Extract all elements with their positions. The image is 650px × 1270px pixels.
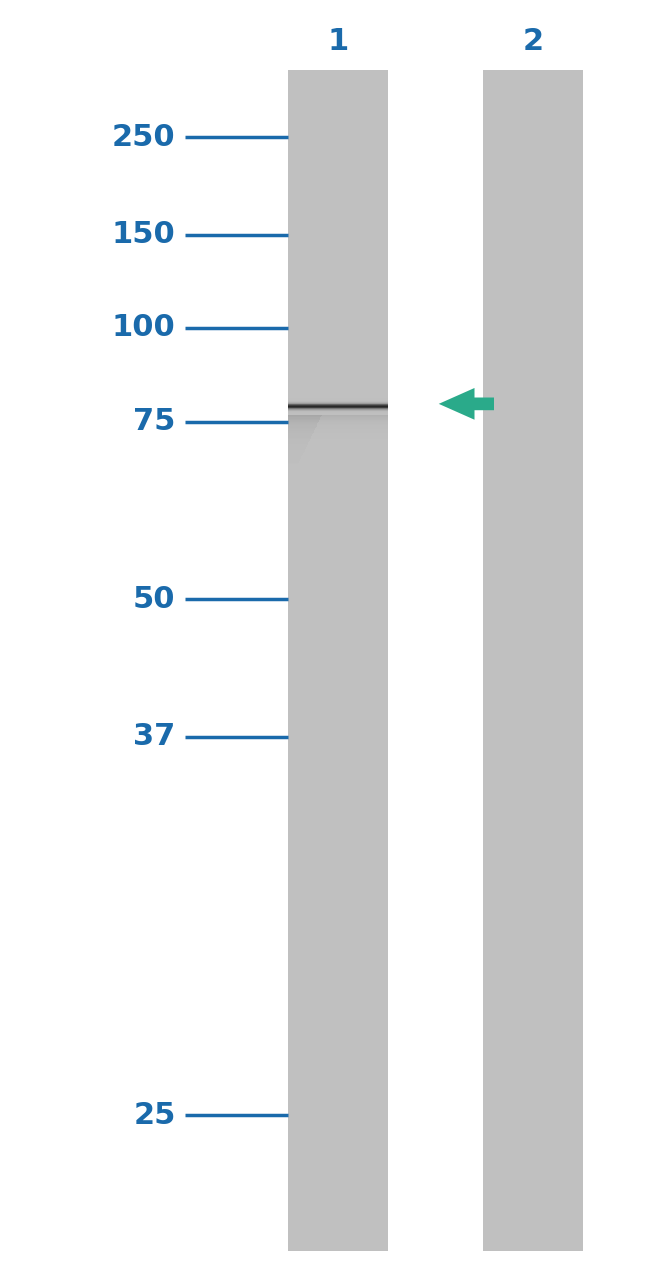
Bar (287, 439, 310, 441)
Bar (287, 436, 311, 438)
Bar (287, 425, 317, 427)
Text: 150: 150 (112, 221, 176, 249)
Bar (287, 406, 326, 408)
Text: 100: 100 (112, 314, 176, 342)
Bar (287, 413, 322, 414)
Bar (287, 432, 313, 433)
Bar (287, 434, 312, 436)
Bar (287, 455, 302, 456)
Bar (287, 452, 304, 453)
Bar (287, 450, 304, 452)
Text: 1: 1 (328, 28, 348, 56)
Text: 25: 25 (133, 1101, 176, 1129)
Bar (287, 414, 322, 415)
Bar (287, 456, 302, 458)
Bar (287, 423, 317, 425)
Bar (287, 447, 306, 448)
Bar (287, 403, 327, 405)
Bar (287, 405, 326, 406)
Bar (287, 417, 320, 419)
Bar (287, 458, 301, 460)
Text: 75: 75 (133, 408, 176, 436)
Bar (287, 460, 300, 461)
Bar (287, 446, 307, 447)
Bar (287, 443, 307, 446)
Polygon shape (439, 389, 494, 419)
Bar (287, 441, 309, 442)
Bar (287, 415, 321, 417)
Bar (287, 408, 325, 409)
Bar (287, 453, 303, 455)
Bar (287, 422, 318, 423)
Bar (287, 438, 311, 439)
Bar (287, 462, 298, 464)
Bar (482, 70, 584, 1251)
Text: 2: 2 (523, 28, 543, 56)
Bar (287, 409, 324, 411)
Bar (287, 433, 313, 434)
Bar (287, 419, 320, 420)
Bar (287, 461, 299, 462)
Bar (287, 411, 324, 413)
Bar (287, 70, 389, 1251)
Text: 37: 37 (133, 723, 176, 751)
Bar (287, 420, 319, 422)
Text: 50: 50 (133, 585, 176, 613)
Bar (287, 442, 308, 443)
Text: 250: 250 (112, 123, 176, 151)
Bar (287, 401, 328, 403)
Bar (287, 427, 316, 428)
Bar (287, 429, 315, 432)
Bar (287, 428, 315, 429)
Bar (287, 448, 306, 450)
